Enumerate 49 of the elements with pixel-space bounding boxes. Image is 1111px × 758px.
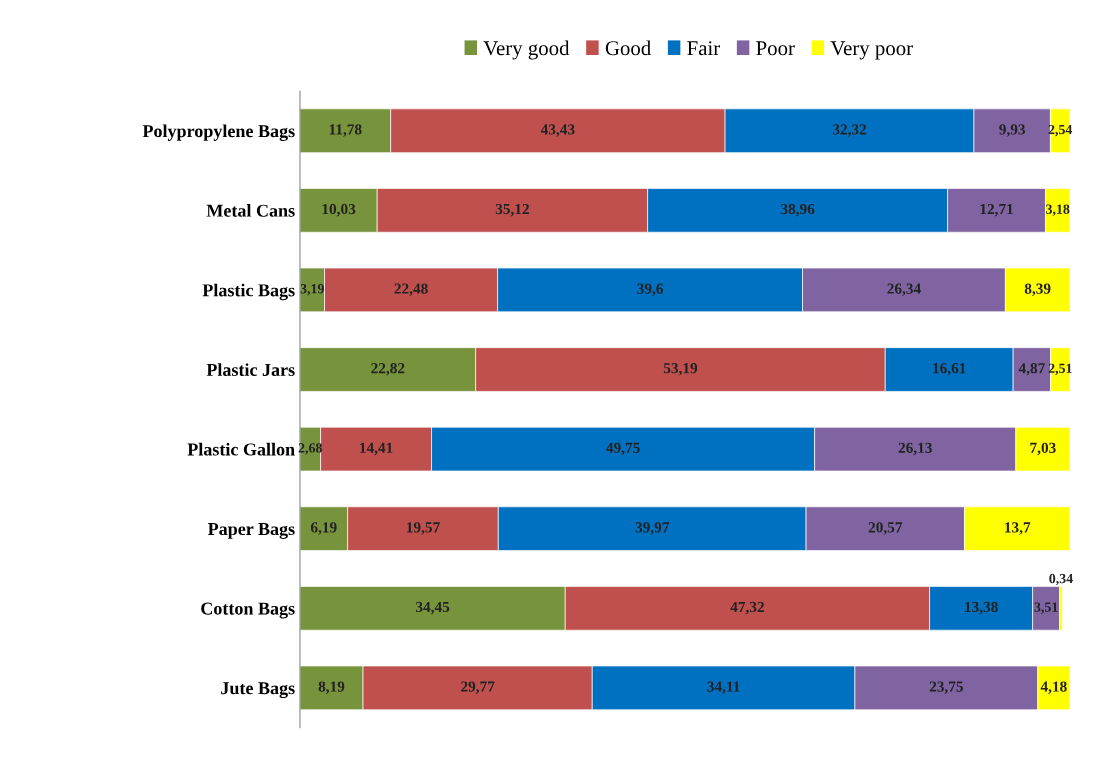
data-label: 39,97 <box>635 522 670 535</box>
data-label: 26,13 <box>898 442 932 456</box>
data-label: 19,57 <box>407 522 440 535</box>
data-label: 7,03 <box>1030 442 1056 456</box>
data-label: 3,51 <box>1034 602 1058 614</box>
legend-label: Fair <box>687 41 720 56</box>
y-tick-label: Polypropylene Bags <box>142 124 295 142</box>
data-label: 3,18 <box>1046 204 1070 216</box>
y-tick-label: Cotton Bags <box>201 602 295 619</box>
data-label: 34,45 <box>415 601 450 615</box>
data-label: 8,39 <box>1024 283 1051 296</box>
data-label: 32,32 <box>832 124 867 137</box>
data-label: 9,93 <box>999 124 1026 137</box>
y-tick-label: Metal Cans <box>206 204 295 217</box>
data-label: 29,77 <box>461 681 495 694</box>
legend-label: Very good <box>483 40 570 60</box>
data-label: 10,03 <box>322 203 356 217</box>
y-tick-label: Jute Bags <box>221 682 295 699</box>
data-label: 14,41 <box>360 442 393 456</box>
data-label: 47,32 <box>730 601 764 615</box>
data-label: 6,19 <box>310 522 337 535</box>
y-tick-label: Paper Bags <box>207 523 295 539</box>
data-label: 23,75 <box>929 681 963 694</box>
y-tick-label: Plastic Bags <box>202 283 295 301</box>
data-label: 4,18 <box>1040 681 1067 694</box>
data-label: 12,71 <box>980 203 1013 217</box>
legend-label: Poor <box>756 41 795 56</box>
data-label: 0,34 <box>1049 573 1073 586</box>
data-label: 4,87 <box>1018 363 1045 376</box>
data-label: 35,12 <box>495 203 529 217</box>
data-label: 34,11 <box>707 681 740 694</box>
legend-label: Very poor <box>830 41 913 60</box>
data-label: 39,6 <box>637 283 664 296</box>
data-label: 49,75 <box>606 442 640 456</box>
data-label: 13,38 <box>965 601 998 615</box>
y-tick-label: Plastic Jars <box>206 363 295 376</box>
data-label: 43,43 <box>540 124 575 137</box>
data-label: 8,19 <box>318 681 345 694</box>
data-label: 22,82 <box>371 363 405 376</box>
data-label: 13,7 <box>1005 522 1031 535</box>
data-label: 20,57 <box>868 522 903 535</box>
data-label: 22,48 <box>394 283 428 296</box>
data-label: 53,19 <box>663 363 698 376</box>
y-tick-label: Plastic Gallon <box>187 442 295 456</box>
data-label: 38,96 <box>781 203 815 217</box>
data-label: 16,61 <box>933 363 966 376</box>
data-label: 11,78 <box>329 124 362 137</box>
legend-label: Good <box>605 40 651 56</box>
data-label: 26,34 <box>887 283 921 296</box>
